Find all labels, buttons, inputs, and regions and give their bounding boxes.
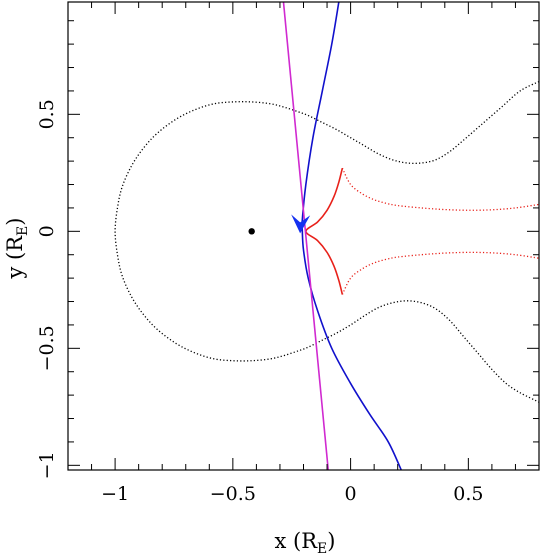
y-tick-label: 0.5 (36, 99, 58, 129)
x-axis-label: x (RE) (275, 529, 336, 555)
series-source-trajectory (301, 2, 402, 470)
series-caustic-upper-tail (341, 167, 539, 211)
y-axis-label: y (RE) (3, 218, 31, 280)
series-caustic (305, 167, 344, 295)
curves-layer (114, 2, 539, 470)
axis-ticks (67, 2, 540, 470)
tick-labels: −1 −0.5 0 0.5 −1 −0.5 0 0.5 (36, 99, 483, 505)
x-tick-label: 0 (345, 483, 357, 505)
y-tick-label: 0 (36, 225, 58, 237)
y-tick-label: −1 (36, 451, 58, 479)
y-tick-label: −0.5 (36, 325, 58, 371)
series-straight-line (282, 2, 330, 470)
plot-frame (67, 1, 540, 471)
x-tick-label: 0.5 (453, 483, 483, 505)
series-critical-curve (114, 80, 539, 403)
x-tick-label: −1 (101, 483, 129, 505)
lens-point (248, 228, 255, 235)
series-caustic-lower-tail (341, 251, 539, 295)
x-tick-label: −0.5 (210, 483, 256, 505)
plot-border (67, 1, 540, 471)
arrow-head (291, 214, 311, 234)
